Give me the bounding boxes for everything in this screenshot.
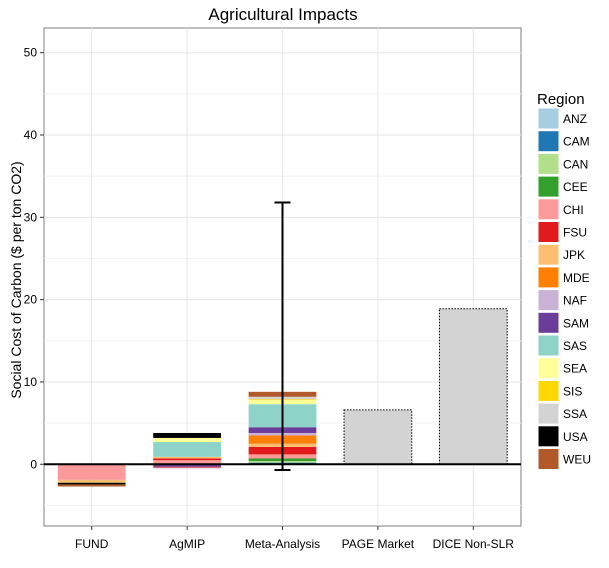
y-axis-label: Social Cost of Carbon ($ per ton CO2) xyxy=(8,161,24,398)
x-tick-label: PAGE Market xyxy=(342,537,415,551)
y-axis: 0 10 20 30 40 50 xyxy=(24,46,44,471)
legend-key xyxy=(537,379,560,402)
legend-key xyxy=(537,107,560,130)
legend-key xyxy=(537,130,560,153)
legend-key xyxy=(537,402,560,425)
legend-label: SEA xyxy=(563,362,587,376)
legend-label: SSA xyxy=(563,407,587,421)
legend-key xyxy=(537,152,560,175)
bar-segment xyxy=(57,479,126,483)
error-bars xyxy=(274,201,291,472)
legend-label: NAF xyxy=(563,294,587,308)
legend-label: SAS xyxy=(563,339,587,353)
y-tick-label: 30 xyxy=(24,210,38,224)
legend-key xyxy=(537,198,560,221)
legend-label: JPK xyxy=(563,248,585,262)
bar-segment xyxy=(57,484,126,487)
bar-segment xyxy=(57,482,126,485)
y-tick-label: 50 xyxy=(24,46,38,60)
legend-label: CEE xyxy=(563,180,588,194)
legend-key xyxy=(537,448,560,470)
bar-segment xyxy=(153,458,221,461)
legend-label: ANZ xyxy=(563,112,587,126)
legend-label: CAM xyxy=(563,135,590,149)
y-tick-label: 0 xyxy=(30,457,37,471)
y-tick-label: 20 xyxy=(24,293,38,307)
legend-label: MDE xyxy=(563,271,590,285)
legend-label: SIS xyxy=(563,384,582,398)
legend-key xyxy=(537,289,560,312)
x-tick-label: FUND xyxy=(75,537,109,551)
legend-key xyxy=(537,175,560,198)
legend-key xyxy=(537,425,560,448)
bar-segment xyxy=(153,460,221,465)
legend-key xyxy=(537,243,560,266)
legend: Region ANZ CAM CAN CEE CHI FSU JPK MDE NAF SAM SAS… xyxy=(537,91,591,470)
legend-label: SAM xyxy=(563,316,589,330)
legend-label: USA xyxy=(563,430,588,444)
bar-segment xyxy=(153,437,221,443)
x-tick-label: Meta-Analysis xyxy=(245,537,320,551)
legend-key xyxy=(537,334,560,357)
bar-segment xyxy=(153,467,221,469)
legend-label: CHI xyxy=(563,203,584,217)
bar-segment xyxy=(343,409,413,465)
legend-key xyxy=(537,221,560,243)
legend-key xyxy=(537,357,560,380)
legend-label: WEU xyxy=(563,453,591,467)
bar-segment xyxy=(57,464,126,480)
y-tick-label: 10 xyxy=(24,375,38,389)
legend-key xyxy=(537,266,560,289)
bar-segment xyxy=(153,466,221,468)
bar-segment xyxy=(153,456,221,459)
bar-segment xyxy=(153,465,221,467)
x-axis: FUND AgMIP Meta-Analysis PAGE Market DICE No… xyxy=(75,526,514,551)
chart-title: Agricultural Impacts xyxy=(208,5,357,24)
y-tick-label: 40 xyxy=(24,128,38,142)
x-tick-label: AgMIP xyxy=(169,537,205,551)
x-tick-label: DICE Non-SLR xyxy=(433,537,515,551)
legend-label: CAN xyxy=(563,157,588,171)
bar-segment xyxy=(438,308,508,465)
bar-segment xyxy=(153,442,221,457)
legend-label: FSU xyxy=(563,226,587,240)
grid xyxy=(44,28,521,526)
bar-segment xyxy=(153,432,221,438)
legend-key xyxy=(537,311,560,334)
legend-title: Region xyxy=(537,91,585,108)
